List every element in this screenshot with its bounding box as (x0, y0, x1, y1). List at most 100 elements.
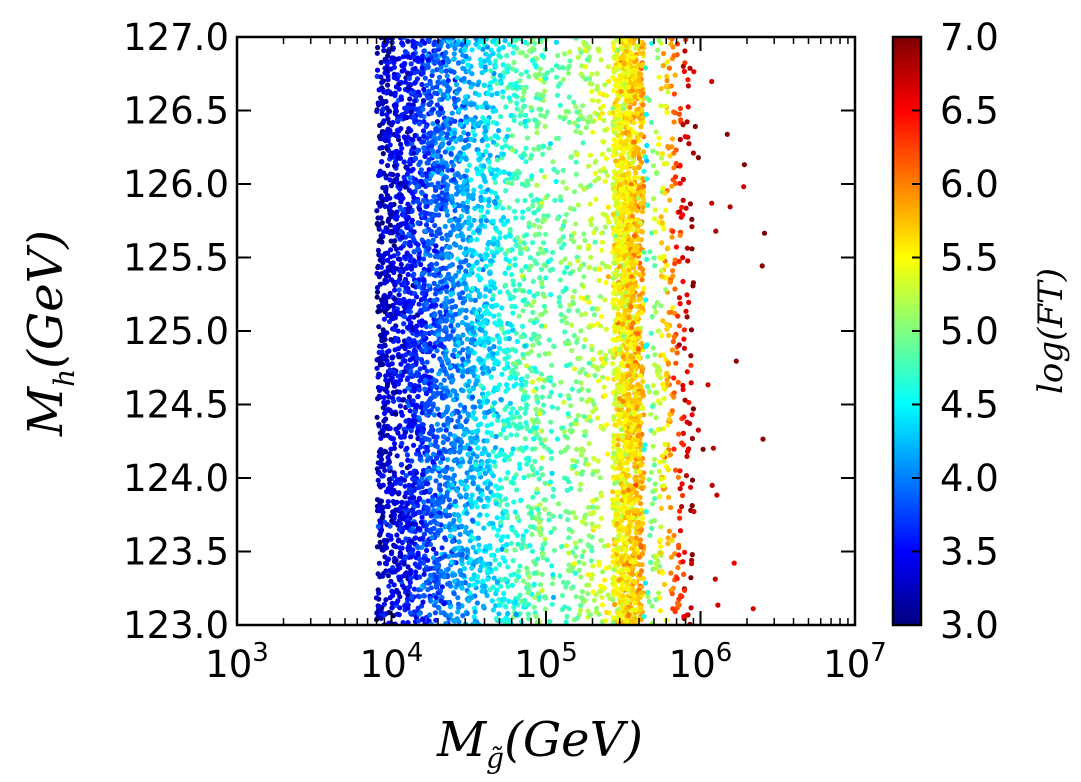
scatter-point (463, 114, 469, 120)
scatter-point (500, 205, 506, 211)
scatter-point (412, 262, 418, 269)
scatter-point (539, 587, 545, 593)
scatter-point (601, 543, 608, 549)
scatter-point (381, 300, 387, 306)
scatter-point (545, 213, 551, 219)
scatter-point (425, 246, 431, 252)
scatter-point (587, 152, 594, 158)
scatter-point (480, 172, 486, 178)
scatter-point (575, 412, 581, 419)
scatter-point (451, 56, 457, 62)
scatter-point (551, 486, 557, 492)
scatter-point (480, 578, 486, 584)
scatter-point (375, 477, 381, 483)
scatter-point (512, 547, 518, 553)
scatter-point (398, 261, 404, 268)
scatter-point (378, 332, 384, 338)
scatter-point (529, 368, 535, 374)
scatter-point (452, 208, 458, 214)
scatter-point (519, 288, 525, 294)
scatter-point (503, 496, 509, 502)
scatter-point (478, 275, 484, 282)
scatter-point (399, 510, 405, 516)
scatter-point (449, 167, 455, 173)
scatter-point (430, 148, 436, 154)
scatter-point (546, 350, 552, 357)
scatter-point (563, 185, 570, 191)
scatter-point (469, 565, 475, 571)
scatter-point (562, 433, 568, 439)
scatter-point (505, 534, 511, 540)
scatter-point (424, 579, 430, 586)
scatter-point (520, 323, 526, 329)
scatter-point (505, 248, 511, 254)
scatter-point (438, 427, 444, 433)
scatter-point (432, 222, 438, 229)
scatter-point (503, 435, 509, 441)
scatter-point (420, 106, 426, 112)
scatter-point (432, 90, 438, 96)
scatter-point (491, 412, 497, 418)
scatter-point (406, 482, 412, 488)
scatter-point (536, 333, 542, 340)
scatter-point (464, 510, 470, 516)
scatter-point (477, 56, 483, 63)
scatter-point (582, 429, 588, 435)
scatter-point (466, 68, 472, 74)
scatter-point (379, 159, 385, 165)
scatter-point (491, 366, 497, 372)
scatter-point (454, 155, 460, 161)
scatter-point (419, 428, 425, 434)
scatter-point (500, 534, 506, 540)
scatter-point (401, 369, 407, 375)
scatter-point (441, 81, 447, 87)
scatter-point (492, 400, 498, 406)
scatter-point (576, 388, 582, 394)
scatter-point (440, 265, 446, 271)
scatter-point (591, 597, 597, 603)
scatter-point (431, 344, 438, 350)
scatter-point (480, 603, 486, 609)
scatter-point (492, 463, 498, 469)
scatter-point (601, 384, 607, 390)
scatter-point (437, 487, 444, 493)
scatter-point (474, 600, 480, 606)
scatter-point (497, 289, 503, 295)
scatter-point (520, 308, 526, 314)
scatter-point (541, 497, 547, 503)
scatter-point (456, 449, 463, 455)
scatter-point (412, 511, 418, 517)
scatter-point (471, 306, 477, 313)
scatter-point (385, 82, 391, 88)
scatter-point (488, 303, 495, 309)
scatter-point (383, 387, 389, 394)
scatter-point (430, 546, 437, 552)
scatter-point (445, 78, 451, 84)
scatter-point (495, 242, 501, 248)
scatter-point (402, 240, 408, 246)
scatter-point (439, 359, 445, 365)
scatter-point (384, 489, 390, 495)
scatter-point (510, 327, 516, 333)
scatter-point (463, 156, 469, 162)
scatter-point (390, 565, 396, 571)
scatter-point (532, 40, 538, 47)
scatter-point (424, 547, 430, 554)
scatter-point (586, 440, 592, 447)
scatter-point (469, 492, 475, 498)
scatter-point (469, 394, 476, 400)
scatter-point (572, 463, 578, 469)
scatter-point (500, 515, 506, 521)
scatter-point (549, 601, 555, 607)
scatter-point (463, 307, 469, 314)
scatter-point (474, 378, 480, 384)
scatter-point (518, 153, 524, 159)
scatter-point (538, 266, 545, 272)
scatter-point (509, 133, 515, 139)
scatter-point (450, 377, 456, 384)
scatter-point (599, 594, 605, 601)
scatter-point (447, 431, 453, 437)
scatter-point (583, 125, 589, 131)
scatter-point (536, 376, 542, 382)
scatter-point (477, 291, 483, 297)
